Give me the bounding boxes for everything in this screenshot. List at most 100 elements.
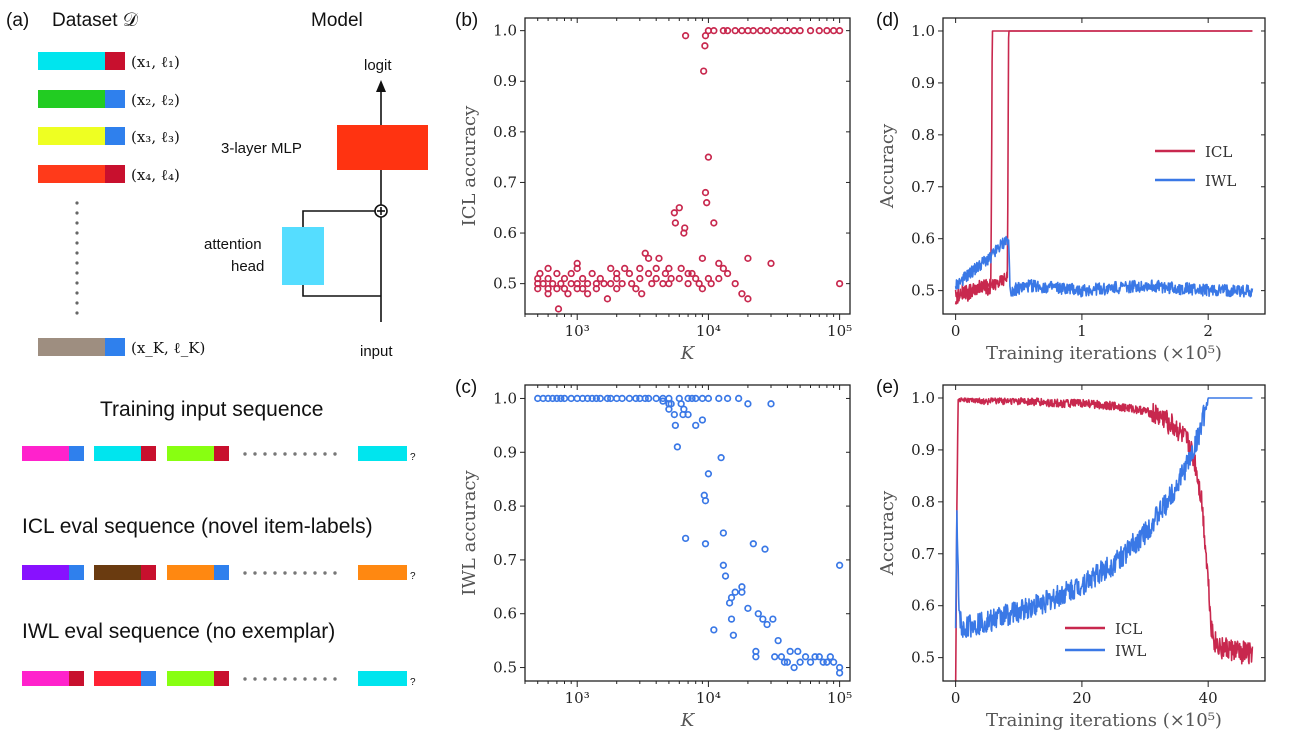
data-point: [644, 394, 653, 403]
data-point: [632, 394, 640, 403]
sequence-item-bar: [94, 446, 141, 461]
y-tick-label: 0.7: [493, 551, 517, 569]
data-point: [794, 647, 802, 656]
data-point: [592, 394, 601, 403]
data-point: [652, 264, 660, 273]
data-point: [692, 274, 700, 283]
x-tick-label: 10⁵: [827, 689, 852, 707]
sequence-ellipsis-dot: [293, 677, 297, 681]
data-point: [636, 264, 644, 273]
data-point: [754, 610, 762, 618]
data-point: [670, 410, 678, 419]
ellipsis-dot: [75, 231, 79, 235]
plot-frame: [942, 17, 1266, 315]
ellipsis-dot: [75, 311, 79, 315]
data-point: [628, 279, 636, 288]
y-tick-label: 0.9: [911, 441, 935, 459]
data-point: [544, 290, 552, 298]
sequence-ellipsis-dot: [313, 677, 317, 681]
data-point: [715, 259, 723, 268]
sequence-label-bar: [141, 565, 156, 580]
attention-label-line1: attention: [204, 236, 262, 253]
sequence-ellipsis-dot: [263, 452, 267, 456]
sequence-label-bar: [69, 671, 84, 686]
data-point: [688, 394, 696, 403]
data-point: [564, 290, 572, 298]
y-tick-label: 0.6: [493, 605, 517, 623]
plot-area: [534, 26, 844, 313]
sequence-label-bar: [141, 671, 156, 686]
x-axis-label: K: [680, 343, 696, 364]
y-axis-label: Accuracy: [877, 123, 898, 209]
data-point: [618, 279, 626, 288]
data-point: [670, 209, 678, 217]
data-point: [783, 26, 792, 35]
data-point: [652, 274, 660, 283]
data-point: [671, 219, 680, 227]
data-point: [667, 400, 675, 408]
data-point: [744, 254, 752, 262]
sequence-ellipsis-dot: [253, 571, 257, 575]
y-tick-label: 0.6: [493, 224, 517, 242]
data-point: [667, 274, 675, 283]
data-point: [719, 26, 728, 35]
y-tick-label: 1.0: [493, 22, 517, 40]
data-point: [671, 421, 680, 430]
data-point: [701, 188, 710, 197]
data-point: [553, 285, 561, 293]
data-point: [698, 394, 707, 403]
legend-label-icl: ICL: [1115, 620, 1142, 638]
data-point: [539, 279, 547, 288]
data-point: [835, 26, 844, 35]
data-point: [744, 604, 752, 612]
ellipsis-dot: [75, 241, 79, 245]
legend-label-icl: ICL: [1205, 143, 1232, 161]
dataset-label-bar: [105, 127, 125, 145]
data-point: [752, 653, 760, 661]
sequence-item-bar: [167, 565, 214, 580]
series-line-iwl: [954, 235, 1254, 298]
y-tick-label: 0.8: [493, 123, 517, 141]
sequence-ellipsis-dot: [263, 677, 267, 681]
y-axis-label: Accuracy: [877, 490, 898, 576]
data-point: [796, 26, 804, 35]
sequence-ellipsis-dot: [283, 452, 287, 456]
y-tick-label: 0.9: [911, 74, 935, 92]
data-point: [625, 269, 634, 278]
data-point: [719, 529, 728, 537]
x-tick-label: 0: [951, 322, 961, 340]
data-point: [659, 279, 667, 288]
data-point: [557, 394, 565, 403]
sequence-title-iwl: IWL eval sequence (no exemplar): [22, 620, 335, 643]
sequence-ellipsis-dot: [273, 677, 277, 681]
data-point: [738, 290, 746, 298]
data-point: [578, 285, 587, 293]
data-point: [583, 394, 592, 403]
sequence-label-bar: [69, 565, 84, 580]
panel-label: (c): [455, 377, 477, 398]
y-tick-label: 1.0: [911, 22, 935, 40]
data-point: [554, 305, 563, 313]
data-point: [661, 269, 670, 278]
data-point: [767, 259, 775, 268]
data-point: [826, 653, 835, 661]
data-point: [734, 394, 743, 403]
data-point: [596, 274, 604, 283]
data-point: [777, 26, 786, 35]
data-point: [632, 285, 640, 293]
data-point: [641, 394, 649, 403]
data-point: [698, 416, 707, 424]
data-point: [698, 285, 707, 293]
sequence-label-bar: [214, 565, 229, 580]
data-point: [573, 259, 581, 268]
data-point: [607, 279, 615, 288]
series-line-icl: [954, 397, 1254, 681]
y-tick-label: 0.5: [493, 659, 517, 677]
panel-label: (b): [455, 10, 478, 31]
logit-label: logit: [364, 57, 392, 74]
data-point: [652, 394, 660, 403]
dataset-item-bar: [38, 165, 105, 183]
ellipsis-dot: [75, 281, 79, 285]
sequence-ellipsis-dot: [263, 571, 267, 575]
sequence-ellipsis-dot: [253, 452, 257, 456]
